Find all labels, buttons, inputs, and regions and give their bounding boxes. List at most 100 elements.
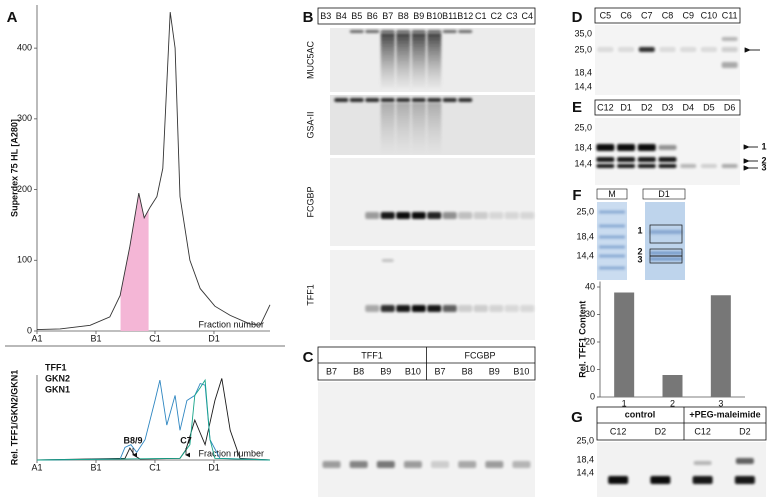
lane-label: B10 [405,366,421,376]
band [617,164,636,168]
ladder-band [599,235,625,239]
lane-label: B10 [426,11,442,21]
smear [396,33,411,88]
ladder-band [599,245,625,249]
lane-label: D6 [724,102,736,112]
band [349,461,368,468]
lane-label: D1 [620,102,632,112]
lane-label: B4 [336,11,347,21]
x-tick-label: 3 [718,398,723,408]
band [504,212,519,219]
lane-label: B7 [326,366,337,376]
gel [645,202,685,280]
band-label: 1 [761,141,766,151]
band [427,212,442,219]
lane-header-box [317,7,536,25]
lane-label: D3 [662,102,674,112]
band [431,461,450,468]
y-tick-label: 10 [585,364,595,374]
mw-marker: 18,4 [574,142,592,152]
y-axis-label: Superdex 75 HL [A280] [9,119,19,217]
panel-label: F [572,187,581,204]
mw-marker: 14,4 [574,81,592,91]
lane-label: M [608,189,616,199]
band [512,461,531,468]
band-label: 3 [637,254,642,264]
band-label: 2 [761,155,766,165]
mw-marker: 14,4 [576,250,594,260]
lane-label: B5 [351,11,362,21]
band [608,476,629,484]
band [380,305,395,312]
x-tick-label: A1 [31,333,42,343]
band [458,98,473,102]
band [520,212,535,219]
mw-marker: 14,4 [576,467,594,477]
band [637,157,656,162]
band [637,144,656,151]
band [442,30,457,33]
mw-marker: 25,0 [574,122,592,132]
band [396,305,411,312]
band [396,30,411,33]
band [596,164,615,168]
band [637,164,656,168]
band [596,157,615,162]
band [650,251,682,255]
lane-label: C12 [694,426,711,436]
x-tick-label: D1 [208,333,220,343]
lane-label: C10 [701,10,718,20]
x-tick-label: B1 [90,333,101,343]
mw-marker: 25,0 [574,44,592,54]
y-axis-label: Rel. TFF1/GKN2/GKN1 [9,370,19,466]
y-tick-label: 200 [17,184,32,194]
band-label: 1 [637,225,642,235]
legend-label: GKN1 [45,384,70,394]
band [520,305,535,312]
legend-label: GKN2 [45,373,70,383]
band [700,47,717,52]
band [721,62,738,68]
lane-label: C2 [490,11,502,21]
band [458,461,477,468]
band [658,157,677,162]
lane-label: D4 [682,102,694,112]
y-tick-label: 300 [17,113,32,123]
lane-header-box [596,406,767,441]
data-line [36,12,271,331]
ladder-band [599,224,625,228]
lane-label: C12 [610,426,627,436]
mw-marker: 18,4 [576,454,594,464]
band-box [649,224,683,244]
x-tick-label: A1 [31,462,42,472]
data-line [36,378,271,461]
smear [396,103,411,153]
band [365,30,380,33]
band [411,212,426,219]
band [411,98,426,102]
lane-label: D5 [703,102,715,112]
lane-label: C11 [722,10,738,20]
lane-label: B3 [320,11,331,21]
x-tick-label: 2 [670,398,675,408]
annotation: B8/9 [123,435,142,445]
blot [595,25,740,95]
x-tick-label: B1 [90,462,101,472]
lane-label: B7 [382,11,393,21]
lane-label: D2 [655,426,667,436]
y-tick-label: 20 [585,336,595,346]
lane-label: C1 [475,11,487,21]
band [680,164,697,168]
band [381,259,394,262]
y-tick-label: 0 [27,325,32,335]
smear [380,103,395,153]
band [617,144,636,151]
lane-label: B8 [462,366,473,376]
band [617,157,636,162]
band [442,212,457,219]
band [485,461,504,468]
band [458,212,473,219]
band [322,461,341,468]
band-box [649,255,683,264]
band [721,47,738,52]
